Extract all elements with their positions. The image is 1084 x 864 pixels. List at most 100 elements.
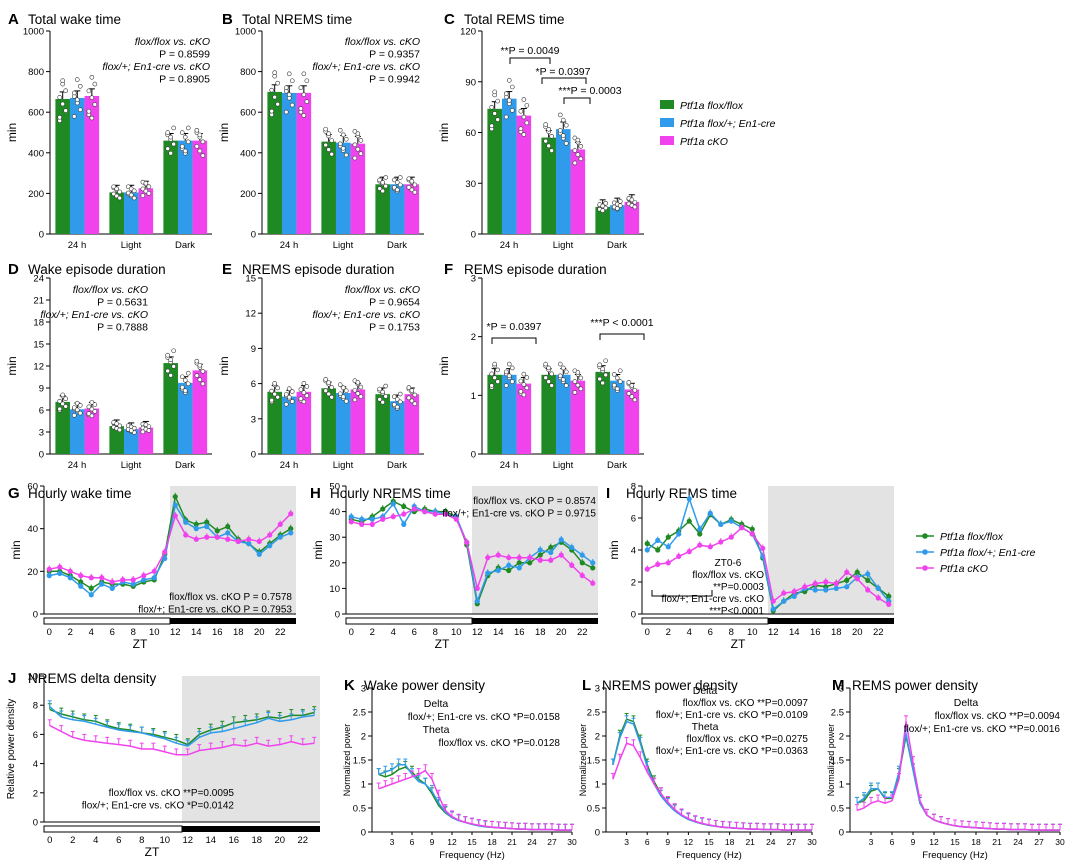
x-tick-label: 18 bbox=[725, 837, 735, 847]
stat-text: P = 0.8599 bbox=[159, 49, 210, 61]
data-point bbox=[225, 523, 231, 530]
data-point bbox=[193, 521, 199, 528]
data-point bbox=[865, 587, 871, 593]
data-point bbox=[151, 568, 157, 574]
data-point bbox=[286, 394, 292, 400]
y-tick-label: 0 bbox=[251, 450, 256, 461]
x-tick-label: 6 bbox=[110, 627, 115, 638]
data-point bbox=[86, 88, 92, 94]
data-point bbox=[200, 369, 206, 374]
y-tick-label: 6 bbox=[39, 406, 44, 417]
x-tick-label: 20 bbox=[274, 835, 285, 846]
y-tick-label: 2.5 bbox=[587, 708, 600, 719]
panel-letter: C bbox=[444, 11, 455, 28]
y-tick-label: 10 bbox=[329, 584, 340, 595]
y-tick-label: 1000 bbox=[23, 27, 44, 38]
x-tick-label: 0 bbox=[349, 627, 354, 638]
data-point bbox=[114, 421, 119, 427]
data-point bbox=[626, 380, 632, 385]
data-point bbox=[518, 389, 524, 394]
y-tick-label: 15 bbox=[245, 274, 256, 285]
data-point bbox=[383, 183, 388, 189]
data-point bbox=[546, 365, 551, 371]
x-tick-label: 9 bbox=[665, 837, 670, 847]
y-tick-label: 0 bbox=[39, 230, 44, 241]
data-point bbox=[707, 544, 713, 550]
data-point bbox=[99, 575, 105, 581]
x-tick-label: 24 h bbox=[500, 240, 519, 251]
data-point bbox=[560, 365, 566, 371]
data-point bbox=[521, 392, 527, 398]
data-point bbox=[204, 534, 210, 540]
data-point bbox=[844, 584, 850, 590]
data-point bbox=[380, 180, 385, 185]
chart-title: Hourly REMS time bbox=[626, 486, 737, 501]
data-point bbox=[286, 386, 292, 392]
data-point bbox=[603, 200, 608, 206]
x-tick-label: Light bbox=[333, 240, 354, 251]
stat-text: flox/+; En1-cre vs. cKO bbox=[661, 594, 764, 605]
y-tick-label: 60 bbox=[465, 128, 476, 139]
data-point bbox=[409, 187, 415, 193]
light-bar bbox=[43, 825, 183, 833]
data-point bbox=[352, 155, 358, 161]
y-axis-label: Relative power density bbox=[6, 699, 17, 800]
x-tick-label: 24 h bbox=[280, 240, 299, 251]
data-point bbox=[563, 383, 569, 388]
data-point bbox=[140, 193, 146, 198]
data-point bbox=[380, 399, 385, 405]
y-tick-label: 60 bbox=[27, 482, 38, 493]
data-point bbox=[359, 516, 365, 522]
data-point bbox=[182, 134, 188, 140]
data-point bbox=[143, 422, 149, 427]
stat-text: flox/flox vs. cKO **P=0.0097 bbox=[683, 698, 809, 709]
panel-letter: F bbox=[444, 261, 453, 278]
data-point bbox=[632, 387, 638, 393]
data-point bbox=[492, 111, 497, 116]
y-tick-label: 3 bbox=[251, 414, 256, 425]
data-point bbox=[575, 137, 581, 143]
y-axis-label: Normalized power bbox=[342, 724, 352, 797]
stat-text: flox/+; En1-cre vs. cKO P = 0.7953 bbox=[138, 605, 292, 616]
data-point bbox=[728, 534, 734, 540]
x-axis-label: Frequency (Hz) bbox=[922, 850, 987, 861]
data-point bbox=[60, 78, 65, 84]
x-tick-label: 6 bbox=[410, 837, 415, 847]
data-point bbox=[865, 577, 871, 584]
bar bbox=[296, 92, 312, 234]
x-tick-label: 30 bbox=[1055, 837, 1065, 847]
x-tick-label: 2 bbox=[70, 835, 75, 846]
data-point bbox=[197, 377, 203, 382]
data-point bbox=[560, 133, 566, 138]
data-point bbox=[337, 141, 343, 147]
x-tick-label: 15 bbox=[704, 837, 714, 847]
bar bbox=[267, 391, 282, 454]
data-point bbox=[739, 525, 745, 531]
data-point bbox=[67, 568, 73, 574]
data-point bbox=[225, 530, 231, 536]
x-tick-label: Dark bbox=[387, 460, 407, 471]
data-point bbox=[171, 141, 176, 147]
data-point bbox=[617, 379, 623, 384]
data-point bbox=[343, 398, 349, 404]
data-point bbox=[214, 534, 220, 540]
x-tick-label: 14 bbox=[191, 627, 202, 638]
data-point bbox=[548, 549, 554, 556]
data-point bbox=[495, 379, 500, 384]
x-tick-label: 14 bbox=[493, 627, 504, 638]
data-point bbox=[833, 585, 839, 592]
data-point bbox=[844, 577, 850, 584]
data-point bbox=[611, 372, 617, 377]
legend-marker bbox=[922, 549, 928, 555]
x-tick-label: 6 bbox=[412, 627, 417, 638]
chart-title: Total NREMS time bbox=[242, 12, 352, 27]
data-point bbox=[168, 134, 173, 140]
data-point bbox=[355, 131, 361, 136]
data-point bbox=[506, 373, 512, 379]
x-tick-label: 14 bbox=[789, 627, 800, 638]
bar bbox=[192, 140, 208, 234]
significance-bracket bbox=[651, 590, 713, 597]
data-point bbox=[86, 404, 92, 410]
data-point bbox=[185, 370, 191, 376]
x-tick-label: 0 bbox=[47, 835, 52, 846]
